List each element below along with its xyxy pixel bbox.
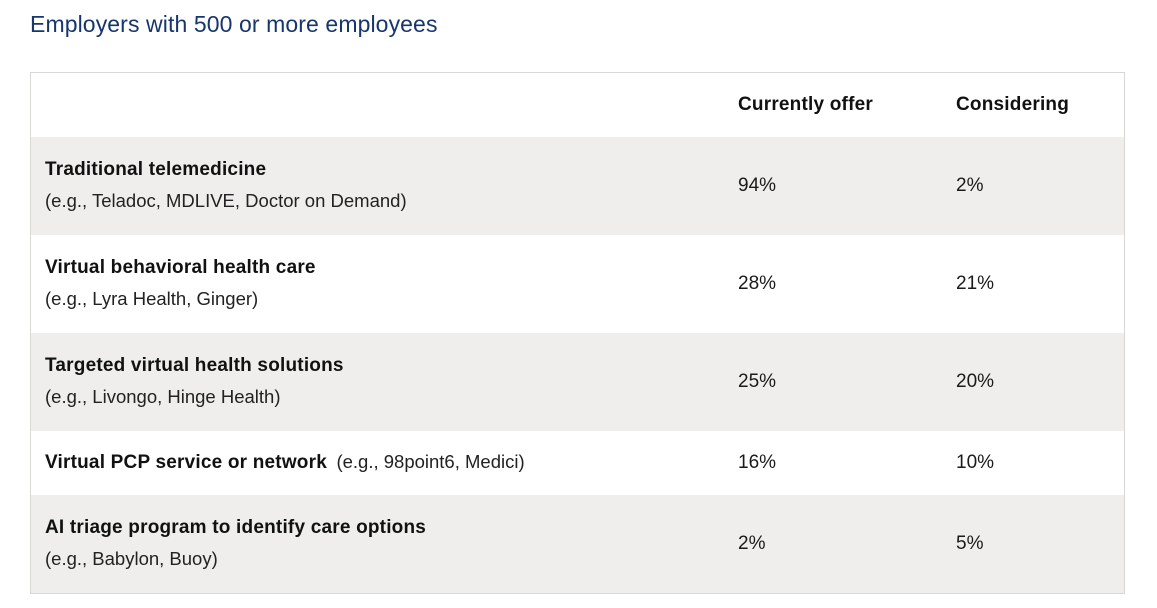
- service-name: Virtual behavioral health care: [45, 257, 316, 279]
- service-name: Virtual PCP service or network: [45, 452, 327, 474]
- service-examples: (e.g., 98point6, Medici): [336, 451, 525, 473]
- service-cell: Targeted virtual health solutions (e.g.,…: [31, 355, 738, 408]
- considering-value: 5%: [956, 532, 984, 554]
- table-row: Traditional telemedicine (e.g., Teladoc,…: [31, 136, 1124, 235]
- survey-table: Currently offer Considering Traditional …: [30, 71, 1125, 594]
- column-header-considering: Considering: [956, 93, 1070, 115]
- currently-offer-value: 25%: [738, 370, 777, 392]
- service-examples: (e.g., Livongo, Hinge Health): [45, 386, 281, 408]
- considering-value: 20%: [956, 370, 995, 392]
- page: Employers with 500 or more employees Cur…: [30, 11, 1125, 594]
- service-examples: (e.g., Babylon, Buoy): [45, 548, 218, 570]
- column-header-currently-offer: Currently offer: [738, 93, 873, 115]
- considering-value: 10%: [956, 451, 995, 473]
- table-header-row: Currently offer Considering: [31, 72, 1124, 137]
- table-row: Targeted virtual health solutions (e.g.,…: [31, 332, 1124, 431]
- service-examples: (e.g., Lyra Health, Ginger): [45, 288, 259, 310]
- service-cell: Traditional telemedicine (e.g., Teladoc,…: [31, 159, 738, 212]
- considering-value: 21%: [956, 272, 995, 294]
- service-cell: Virtual PCP service or network (e.g., 98…: [31, 451, 738, 474]
- table-row: Virtual behavioral health care (e.g., Ly…: [31, 235, 1124, 333]
- currently-offer-value: 2%: [738, 532, 766, 554]
- table-row: Virtual PCP service or network (e.g., 98…: [31, 431, 1124, 495]
- service-cell: AI triage program to identify care optio…: [31, 517, 738, 570]
- service-name: Targeted virtual health solutions: [45, 355, 344, 377]
- service-examples: (e.g., Teladoc, MDLIVE, Doctor on Demand…: [45, 190, 407, 212]
- service-name: AI triage program to identify care optio…: [45, 517, 427, 539]
- currently-offer-value: 16%: [738, 451, 777, 473]
- currently-offer-value: 28%: [738, 272, 777, 294]
- considering-value: 2%: [956, 174, 984, 196]
- page-title: Employers with 500 or more employees: [30, 11, 438, 37]
- currently-offer-value: 94%: [738, 174, 777, 196]
- table-row: AI triage program to identify care optio…: [31, 494, 1124, 593]
- service-cell: Virtual behavioral health care (e.g., Ly…: [31, 257, 738, 310]
- service-name: Traditional telemedicine: [45, 159, 267, 181]
